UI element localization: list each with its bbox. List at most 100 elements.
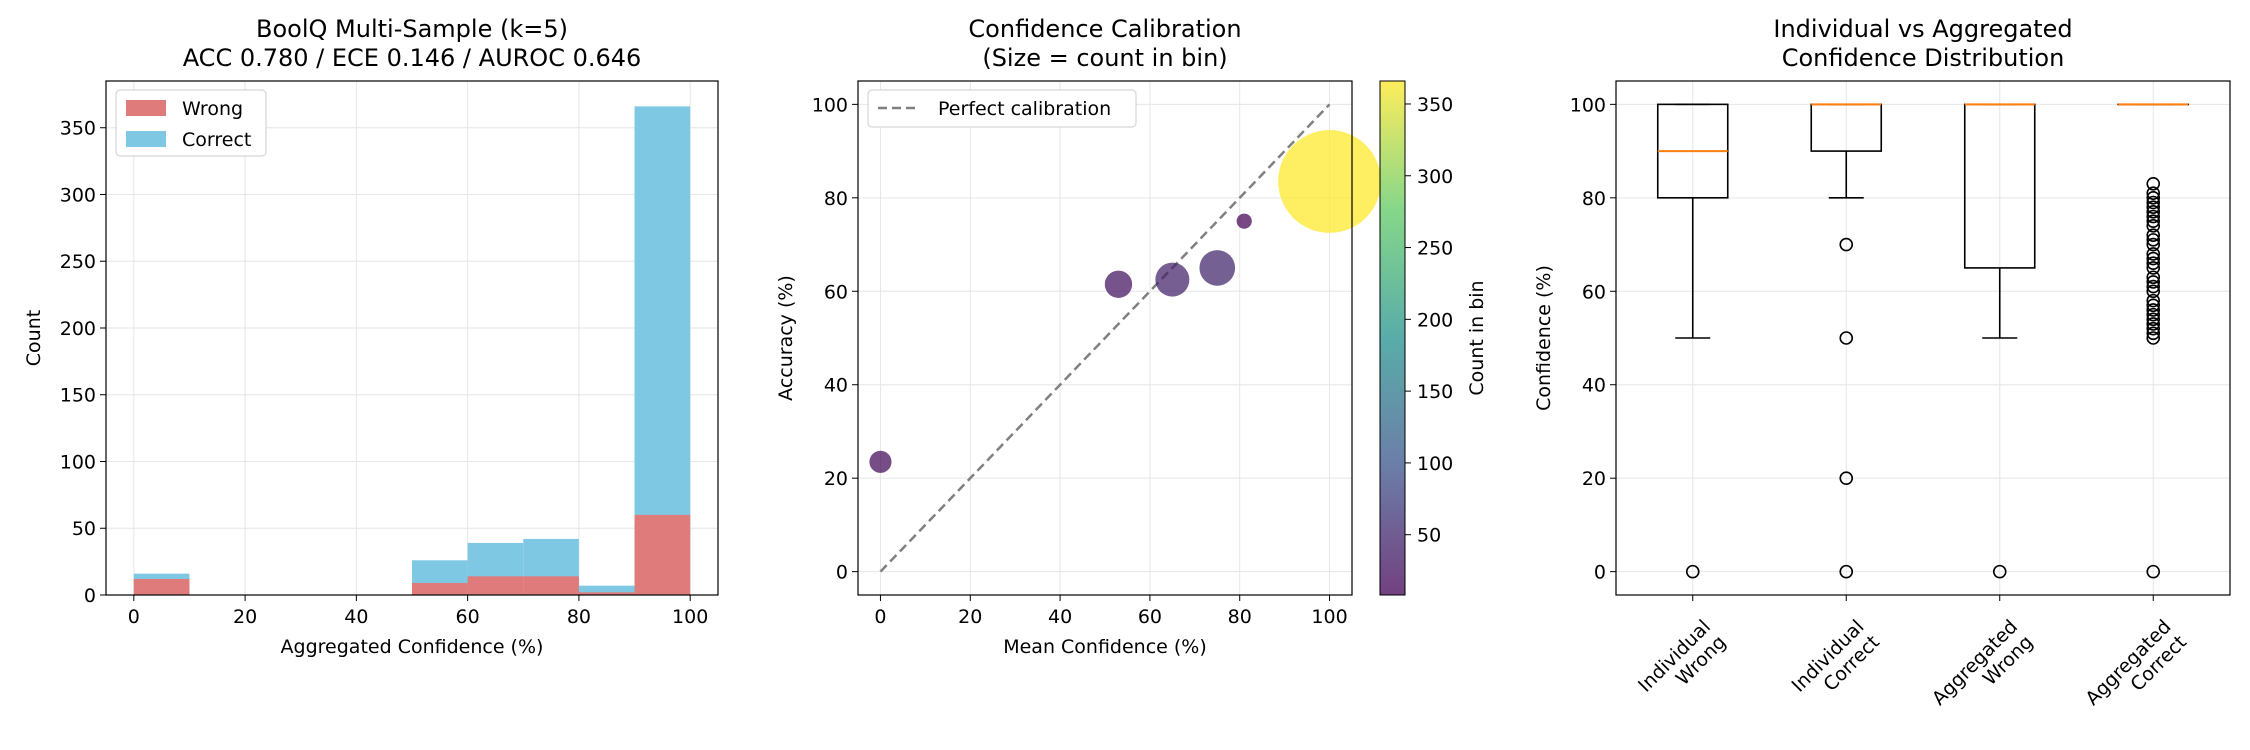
y-tick-label: 80 <box>824 188 848 210</box>
y-tick-label: 20 <box>824 468 848 490</box>
colorbar-tick-label: 50 <box>1417 525 1441 547</box>
x-tick-label: 80 <box>567 606 591 628</box>
x-tick-label: 40 <box>1048 606 1072 628</box>
outlier-point <box>2146 321 2161 336</box>
hist-bar-wrong <box>634 514 691 595</box>
outlier-point <box>2146 251 2161 266</box>
outlier-point <box>1839 237 1854 252</box>
y-tick-label: 20 <box>1582 468 1606 490</box>
outlier-point <box>1839 471 1854 485</box>
x-tick-label: 100 <box>672 606 708 628</box>
box-group <box>2117 103 2190 579</box>
outlier-point <box>2146 331 2161 345</box>
hist-bar-wrong <box>133 578 190 595</box>
outlier-point <box>2146 564 2161 579</box>
outlier-point <box>2146 270 2161 285</box>
outlier-point <box>2146 219 2161 233</box>
y-axis-label: Accuracy (%) <box>775 275 797 401</box>
calibration-point <box>1236 213 1252 229</box>
chart-title: (Size = count in bin) <box>982 44 1227 72</box>
colorbar-tick-label: 350 <box>1417 94 1453 116</box>
legend-label-correct: Correct <box>182 129 251 151</box>
x-axis-label: Mean Confidence (%) <box>1003 636 1207 658</box>
calibration-chart: 0 20 40 60 80 100 0 20 40 60 80 100 Confidence Calib… <box>775 15 1488 658</box>
x-tick-label: 0 <box>128 606 140 628</box>
y-tick-label: 0 <box>836 562 848 584</box>
outlier-point <box>1992 564 2007 579</box>
calibration-point <box>1278 130 1381 233</box>
outlier-point <box>2146 279 2161 294</box>
outlier-point <box>2146 275 2161 289</box>
x-tick-label: 40 <box>344 606 368 628</box>
outlier-point <box>1839 564 1854 579</box>
perfect-calibration-line <box>879 103 1331 573</box>
chart-title: Individual vs Aggregated <box>1773 15 2072 43</box>
y-tick-label: 40 <box>824 375 848 397</box>
y-tick-label: 80 <box>1582 188 1606 210</box>
legend-label: Perfect calibration <box>938 98 1111 120</box>
legend-box <box>867 89 1137 128</box>
y-tick-label: 300 <box>60 184 96 206</box>
plot-frame <box>1615 80 2231 596</box>
x-tick-label: 80 <box>1228 606 1252 628</box>
calibration-point <box>1104 270 1133 298</box>
y-axis-label: Confidence (%) <box>1533 265 1555 411</box>
x-tick-label: 60 <box>456 606 480 628</box>
outlier-point <box>2146 233 2161 247</box>
colorbar-tick-label: 100 <box>1417 453 1453 475</box>
outlier-point <box>2146 284 2161 299</box>
box-group <box>1963 103 2036 579</box>
box-group <box>1810 103 1883 579</box>
legend: Wrong Correct <box>115 89 267 157</box>
y-tick-label: 60 <box>1582 281 1606 303</box>
outlier-point <box>2146 200 2161 214</box>
x-tick-label: 20 <box>233 606 257 628</box>
y-tick-label: 100 <box>1570 94 1606 116</box>
y-axis-label: Count <box>23 310 45 366</box>
outlier-point <box>2146 205 2161 219</box>
y-tick-label: 200 <box>60 318 96 340</box>
y-tick-label: 0 <box>1594 562 1606 584</box>
outlier-point <box>2146 247 2161 261</box>
outlier-point <box>2146 307 2161 322</box>
hist-bar-correct <box>634 106 691 595</box>
chart-title: ACC 0.780 / ECE 0.146 / AUROC 0.646 <box>183 44 642 72</box>
y-tick-label: 60 <box>824 281 848 303</box>
colorbar-tick-label: 250 <box>1417 238 1453 260</box>
legend-swatch-correct <box>126 131 166 147</box>
colorbar-tick-label: 200 <box>1417 309 1453 331</box>
calibration-point <box>1155 262 1190 297</box>
y-tick-label: 0 <box>84 585 96 607</box>
y-tick-label: 100 <box>60 451 96 473</box>
outlier-point <box>2146 177 2161 191</box>
plot-frame <box>857 80 1353 596</box>
legend-swatch-wrong <box>126 100 166 116</box>
hist-bar-correct <box>578 585 635 595</box>
legend-label-wrong: Wrong <box>182 98 243 120</box>
colorbar-tick-label: 300 <box>1417 166 1453 188</box>
colorbar-tick-label: 150 <box>1417 381 1453 403</box>
outlier-point <box>2146 191 2161 205</box>
hist-bar-wrong <box>467 576 524 595</box>
outlier-point <box>2146 228 2161 242</box>
outlier-point <box>2146 186 2161 200</box>
outlier-point <box>2146 256 2161 271</box>
hist-bar-wrong <box>578 592 635 595</box>
outlier-point <box>2146 326 2161 341</box>
colorbar <box>1379 80 1406 596</box>
calibration-point <box>869 450 892 473</box>
outlier-point <box>2146 209 2161 224</box>
legend: Perfect calibration <box>867 89 1137 128</box>
x-tick-label: 100 <box>1311 606 1347 628</box>
histogram-chart: 0 50 100 150 200 250 300 350 0 20 40 60 80 100 BoolQ M… <box>23 15 719 658</box>
outlier-point <box>1839 331 1854 345</box>
y-tick-label: 40 <box>1582 375 1606 397</box>
x-tick-label: 20 <box>958 606 982 628</box>
x-tick-label: 60 <box>1138 606 1162 628</box>
outlier-point <box>2146 293 2161 308</box>
outlier-point <box>2146 298 2161 313</box>
box-group <box>1656 103 1729 579</box>
outlier-point <box>1685 564 1700 579</box>
y-tick-label: 100 <box>812 94 848 116</box>
